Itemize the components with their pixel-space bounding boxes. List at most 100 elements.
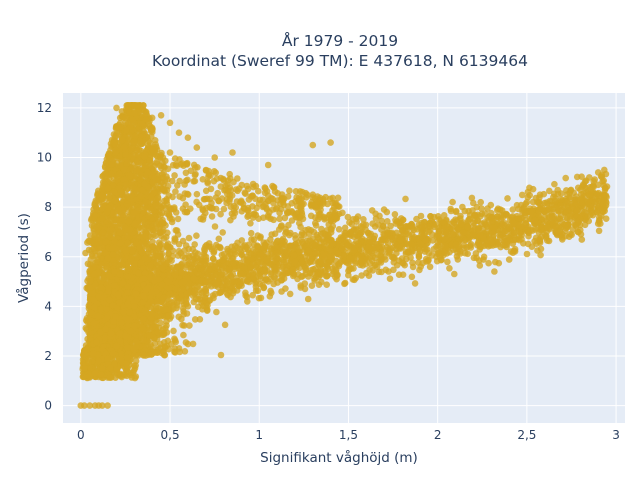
scatter-point (546, 187, 553, 195)
scatter-point (266, 293, 274, 300)
scatter-point (142, 110, 150, 117)
scatter-point (122, 114, 129, 122)
scatter-point (108, 245, 116, 252)
scatter-point (311, 277, 318, 284)
scatter-point (408, 273, 416, 281)
scatter-point (171, 335, 178, 343)
scatter-point (399, 271, 407, 279)
scatter-point (112, 141, 119, 149)
scatter-point (156, 223, 163, 231)
scatter-point (174, 231, 182, 238)
scatter-point (114, 174, 122, 182)
scatter-point (87, 239, 95, 246)
scatter-point (160, 235, 168, 242)
scatter-point (106, 194, 113, 201)
scatter-point (124, 239, 131, 247)
scatter-point (134, 253, 141, 261)
scatter-point (418, 230, 425, 238)
scatter-point (89, 216, 97, 224)
scatter-point (128, 145, 135, 152)
scatter-point (104, 184, 112, 192)
scatter-point (350, 265, 357, 272)
scatter-point (287, 229, 294, 237)
scatter-point (93, 205, 100, 212)
scatter-point (588, 209, 595, 217)
scatter-point (550, 190, 558, 198)
scatter-point (112, 132, 119, 139)
scatter-point (145, 224, 153, 232)
scatter-point (298, 273, 305, 281)
scatter-point (109, 182, 117, 189)
scatter-point (157, 340, 164, 348)
scatter-point (120, 206, 127, 213)
scatter-point (99, 215, 106, 222)
scatter-point (562, 174, 569, 182)
scatter-point (163, 241, 170, 249)
scatter-point (122, 181, 130, 188)
scatter-point (125, 218, 133, 225)
scatter-point (595, 227, 603, 235)
scatter-point (449, 198, 456, 206)
scatter-point (103, 208, 111, 216)
scatter-point (301, 280, 309, 287)
scatter-point (189, 340, 197, 348)
scatter-point (180, 331, 187, 339)
scatter-point (123, 126, 130, 134)
scatter-point (354, 213, 362, 220)
scatter-point (134, 352, 142, 359)
scatter-point (211, 223, 219, 230)
scatter-point (82, 249, 89, 257)
scatter-point (495, 259, 503, 267)
scatter-point (133, 240, 140, 247)
scatter-point (135, 151, 142, 158)
scatter-point (477, 198, 485, 206)
scatter-point (180, 311, 187, 318)
scatter-point (90, 245, 98, 252)
scatter-point (286, 290, 294, 298)
scatter-point (603, 183, 611, 190)
scatter-point (99, 229, 107, 236)
scatter-point (117, 188, 124, 195)
scatter-point (119, 136, 126, 144)
scatter-point (124, 234, 131, 241)
scatter-point (128, 179, 135, 186)
scatter-point (124, 264, 132, 272)
scatter-point (127, 257, 134, 265)
scatter-point (102, 238, 110, 246)
scatter-point (242, 292, 249, 299)
scatter-point (116, 229, 124, 236)
scatter-point (159, 326, 167, 333)
scatter-point (444, 258, 451, 266)
scatter-point (98, 261, 105, 269)
scatter-point (247, 220, 254, 227)
scatter-point (282, 285, 289, 292)
scatter-point (254, 232, 262, 239)
scatter-point (505, 256, 513, 263)
scatter-point (112, 149, 120, 156)
scatter-point (118, 261, 126, 268)
scatter-point (551, 180, 558, 188)
scatter-point (158, 349, 165, 357)
scatter-point (215, 235, 223, 243)
scatter-point (101, 249, 109, 257)
scatter-point (494, 206, 501, 214)
scatter-point (461, 207, 469, 215)
scatter-point (139, 186, 146, 194)
scatter-point (247, 229, 255, 237)
scatter-point (133, 167, 141, 174)
scatter-point (217, 351, 225, 359)
scatter-point (149, 125, 156, 133)
scatter-point (193, 232, 200, 239)
scatter-point (140, 337, 147, 344)
scatter-point (107, 217, 115, 224)
scatter-point (578, 173, 585, 180)
scatter-point (111, 197, 119, 205)
scatter-point (116, 239, 124, 247)
scatter-point (153, 349, 161, 356)
scatter-point (234, 239, 241, 247)
scatter-point (108, 170, 115, 178)
scatter-point (202, 243, 209, 250)
scatter-point (99, 183, 106, 190)
